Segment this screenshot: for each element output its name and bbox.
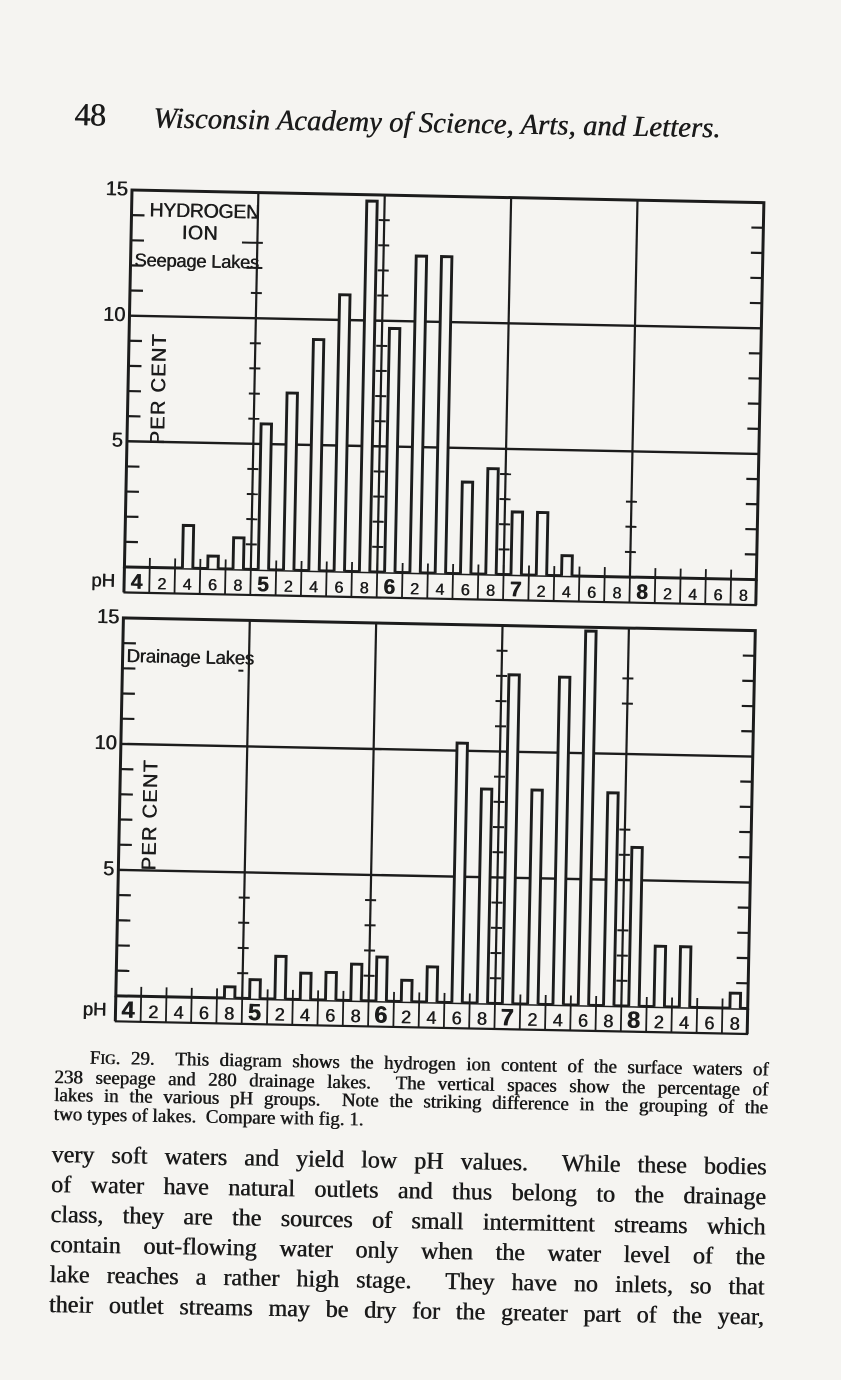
svg-text:pH: pH [83,998,107,1019]
svg-text:6: 6 [334,580,343,597]
svg-text:2: 2 [401,1007,411,1027]
svg-text:8: 8 [233,578,242,595]
svg-text:2: 2 [275,1005,285,1025]
svg-text:4: 4 [183,577,192,594]
svg-text:8: 8 [612,585,621,602]
svg-text:4: 4 [300,1005,310,1025]
svg-text:6: 6 [374,1002,388,1028]
svg-text:15: 15 [97,606,120,628]
svg-text:7: 7 [500,1004,514,1030]
svg-text:6: 6 [704,1013,714,1033]
svg-text:2: 2 [663,586,672,603]
svg-text:4: 4 [121,996,135,1022]
svg-text:Drainage Lakes: Drainage Lakes [126,645,254,669]
svg-text:8: 8 [477,1009,487,1029]
svg-text:6: 6 [325,1006,335,1026]
svg-text:6: 6 [452,1008,462,1028]
svg-text:2: 2 [157,576,166,593]
svg-text:8: 8 [603,1011,613,1031]
svg-text:4: 4 [688,587,697,604]
svg-text:6: 6 [578,1011,588,1031]
svg-text:HYDROGEN: HYDROGEN [149,199,260,223]
svg-text:2: 2 [536,584,545,601]
svg-text:8: 8 [224,1004,234,1024]
svg-text:pH: pH [91,569,115,590]
svg-text:6: 6 [587,585,596,602]
svg-text:6: 6 [383,576,395,599]
svg-text:8: 8 [730,1014,740,1034]
svg-text:10: 10 [94,732,117,754]
svg-text:4: 4 [309,579,318,596]
svg-text:4: 4 [426,1008,436,1028]
svg-text:8: 8 [360,580,369,597]
svg-text:4: 4 [131,571,143,594]
svg-text:8: 8 [636,581,648,604]
svg-text:5: 5 [103,858,115,880]
svg-text:8: 8 [350,1006,360,1026]
svg-text:5: 5 [257,573,269,596]
svg-text:8: 8 [739,588,748,605]
svg-text:6: 6 [208,577,217,594]
svg-text:Seepage Lakes: Seepage Lakes [134,249,259,272]
svg-text:6: 6 [713,587,722,604]
svg-text:2: 2 [527,1010,537,1030]
svg-text:4: 4 [553,1010,563,1030]
svg-text:5: 5 [112,429,124,451]
svg-text:2: 2 [654,1012,664,1032]
svg-text:7: 7 [510,578,522,601]
svg-text:PER CENT: PER CENT [147,333,171,445]
svg-text:4: 4 [173,1003,183,1023]
svg-text:10: 10 [103,304,126,326]
svg-text:4: 4 [435,582,444,599]
svg-text:2: 2 [148,1002,158,1022]
svg-text:15: 15 [106,178,129,200]
svg-text:8: 8 [627,1007,641,1033]
svg-text:PER CENT: PER CENT [138,759,162,871]
svg-text:2: 2 [284,579,293,596]
svg-text:5: 5 [248,999,262,1025]
svg-text:8: 8 [486,583,495,600]
svg-text:ION: ION [182,222,219,245]
svg-text:6: 6 [199,1003,209,1023]
svg-text:4: 4 [562,584,571,601]
svg-text:2: 2 [410,581,419,598]
svg-text:4: 4 [679,1013,689,1033]
svg-text:6: 6 [461,582,470,599]
